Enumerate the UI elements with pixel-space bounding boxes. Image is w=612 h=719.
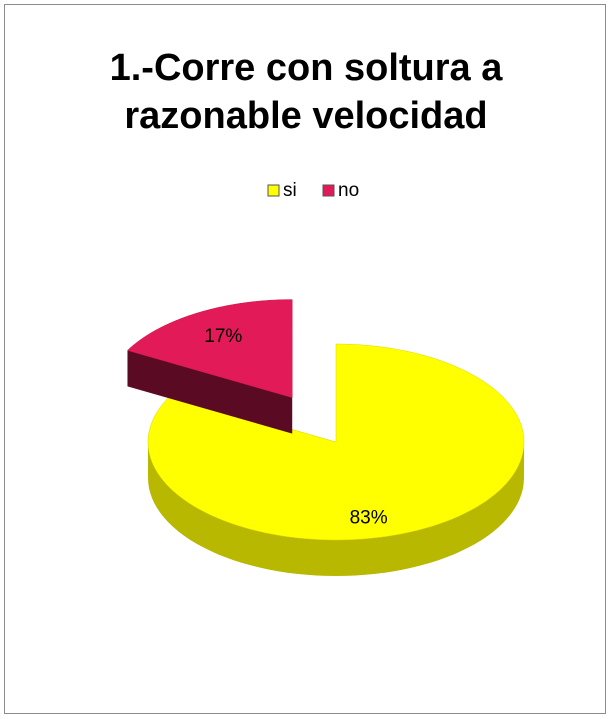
pie-slice [127,299,293,434]
legend-label: si [283,180,297,201]
slice-top [147,343,525,541]
chart-frame [4,4,606,714]
slice-top [127,299,293,398]
data-label: 17% [204,326,242,347]
legend-label: no [338,180,359,201]
legend-swatch [267,184,280,197]
slice-cut-face [127,350,293,434]
chart-title: 1.-Corre con soltura a razonable velocid… [109,47,503,137]
data-label: 83% [350,507,388,528]
pie-slice [147,343,525,576]
slice-side [148,442,524,576]
legend-swatch [322,184,335,197]
